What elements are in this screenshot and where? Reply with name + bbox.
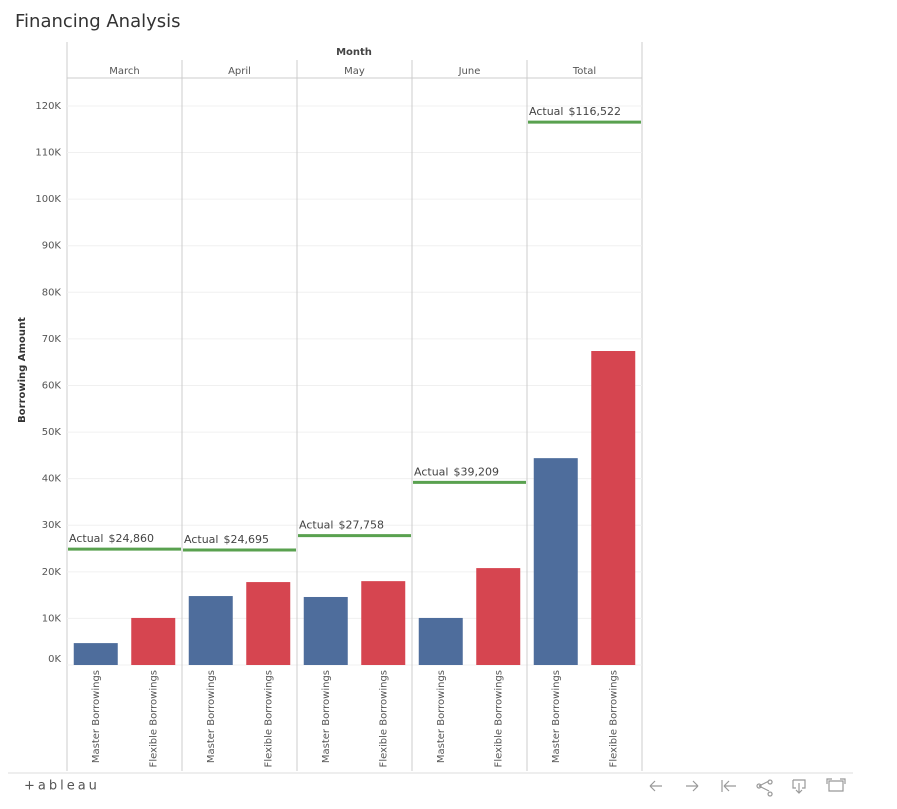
reference-label-name: Actual <box>299 519 333 532</box>
y-tick-label: 20K <box>42 567 62 578</box>
reference-label-value: $116,522 <box>568 105 621 118</box>
y-tick-label: 80K <box>42 287 62 298</box>
reference-label: Actual $39,209 <box>414 465 499 478</box>
x-tick-label: Flexible Borrowings <box>608 670 619 767</box>
toolbar-brand: +ableau <box>24 779 100 794</box>
column-label: April <box>228 66 251 77</box>
reference-label: Actual $27,758 <box>299 519 384 532</box>
reference-label-value: $24,695 <box>223 533 269 546</box>
reference-label: Actual $116,522 <box>529 105 621 118</box>
x-tick-label: Master Borrowings <box>436 670 447 763</box>
y-tick-label: 60K <box>42 380 62 391</box>
revert-icon[interactable] <box>721 780 736 792</box>
reference-label-name: Actual <box>69 532 103 545</box>
x-tick-label: Flexible Borrowings <box>378 670 389 767</box>
bar <box>476 568 521 665</box>
x-tick-label: Master Borrowings <box>321 670 332 763</box>
y-tick-label: 0K <box>48 654 61 665</box>
bar <box>533 458 578 665</box>
reference-label-value: $24,860 <box>108 532 154 545</box>
fullscreen-icon[interactable] <box>826 778 846 792</box>
y-axis-title: Borrowing Amount <box>17 317 28 423</box>
column-label: June <box>458 66 481 77</box>
share-icon[interactable] <box>756 779 773 797</box>
undo-icon[interactable] <box>649 780 662 792</box>
bar <box>188 596 233 665</box>
bar <box>73 643 118 665</box>
y-tick-label: 70K <box>42 334 62 345</box>
reference-label: Actual $24,695 <box>184 533 269 546</box>
y-tick-label: 90K <box>42 241 62 252</box>
x-tick-label: Flexible Borrowings <box>148 670 159 767</box>
x-tick-label: Master Borrowings <box>206 670 217 763</box>
x-tick-label: Flexible Borrowings <box>493 670 504 767</box>
toolbar-icons <box>649 778 846 797</box>
y-tick-label: 50K <box>42 427 62 438</box>
y-tick-label: 30K <box>42 520 62 531</box>
y-tick-label: 120K <box>35 101 61 112</box>
column-header: Month <box>336 47 372 58</box>
bar <box>131 617 176 665</box>
y-tick-label: 110K <box>35 148 61 159</box>
column-label: March <box>109 66 139 77</box>
bar <box>591 351 636 665</box>
bar <box>418 617 463 665</box>
reference-label: Actual $24,860 <box>69 532 154 545</box>
bar <box>361 581 406 665</box>
bar <box>246 582 291 665</box>
reference-label-value: $27,758 <box>338 519 384 532</box>
x-tick-label: Master Borrowings <box>91 670 102 763</box>
x-tick-label: Flexible Borrowings <box>263 670 274 767</box>
chart-title: Financing Analysis <box>15 11 181 32</box>
reference-label-name: Actual <box>414 465 448 478</box>
x-tick-label: Master Borrowings <box>551 670 562 763</box>
reference-label-value: $39,209 <box>453 465 499 478</box>
column-label: Total <box>572 66 596 77</box>
redo-icon[interactable] <box>686 780 699 792</box>
bar <box>303 596 348 665</box>
y-tick-label: 10K <box>42 613 62 624</box>
reference-label-name: Actual <box>184 533 218 546</box>
reference-label-name: Actual <box>529 105 563 118</box>
download-icon[interactable] <box>792 779 806 794</box>
y-tick-label: 100K <box>35 194 61 205</box>
column-label: May <box>344 66 365 77</box>
y-tick-label: 40K <box>42 474 62 485</box>
